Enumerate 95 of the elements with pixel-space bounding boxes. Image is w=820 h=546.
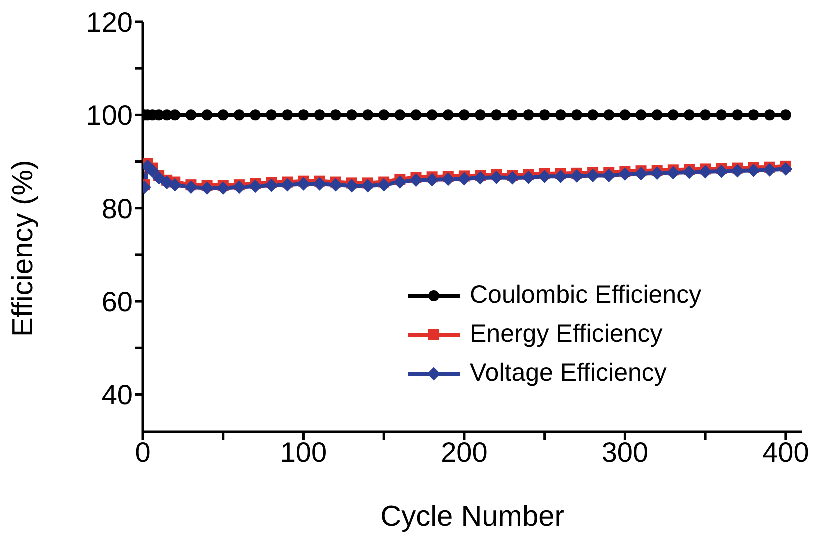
point [216,182,230,195]
point [362,110,374,121]
point [780,110,792,121]
point [184,180,198,194]
point [475,110,486,121]
y-tick-label: 60 [102,286,133,318]
y-tick-label: 40 [102,380,133,411]
point [666,166,680,180]
point [394,176,407,189]
point [588,110,599,121]
point [586,169,600,182]
point [345,180,358,192]
point [329,178,342,192]
point [362,180,375,192]
point [491,110,502,121]
point [570,170,584,183]
point [668,110,679,121]
point [458,172,471,186]
point [200,182,214,195]
point [652,110,663,121]
point [232,180,246,194]
point [426,110,438,121]
point [634,167,648,180]
y-tick-label: 100 [86,100,133,132]
point [748,110,760,121]
point [684,110,695,121]
point [282,110,294,121]
point [555,110,566,121]
point [779,162,792,176]
point [410,110,422,121]
point [506,172,520,185]
point [410,174,423,187]
point [539,110,550,121]
x-tick-label: 300 [602,436,649,468]
legend-label: Coulombic Efficiency [470,280,702,311]
point [571,110,582,121]
point [636,110,647,121]
x-axis-title: Cycle Number [380,501,565,533]
point [699,166,712,179]
point [618,168,632,181]
point [442,172,455,186]
point [346,110,358,121]
point [281,178,294,192]
point [297,178,310,191]
point [490,171,504,184]
point [747,164,760,178]
point [620,110,631,121]
point [170,110,181,121]
point [250,110,262,121]
point [458,110,470,121]
point [152,172,166,185]
point [731,164,744,178]
x-tick-label: 100 [280,436,328,468]
point [715,165,728,178]
point [313,178,326,191]
point [732,110,744,121]
point [218,110,229,121]
point [202,110,213,121]
point [442,110,454,121]
y-tick-label: 80 [102,193,133,224]
point [474,172,488,185]
point [507,110,518,121]
point [604,110,615,121]
point [234,110,245,121]
point [700,110,712,121]
point [650,166,664,180]
point [682,166,696,179]
point [554,170,568,184]
point [522,171,536,184]
x-tick-label: 200 [441,436,488,468]
x-tick-label: 0 [135,436,151,468]
point [538,170,552,184]
point [330,110,342,121]
point [298,110,310,121]
y-tick-label: 120 [86,6,133,38]
point [394,110,406,121]
point [763,164,776,177]
point [764,110,776,121]
point [314,110,326,121]
point [266,110,278,121]
legend-label: Energy Efficiency [470,319,663,350]
x-tick-label: 400 [762,436,810,468]
point [186,110,197,121]
point [716,110,728,121]
point [146,164,160,178]
y-axis-title: Efficiency (%) [7,160,40,337]
point [249,180,262,193]
point [378,110,390,121]
point [426,173,439,186]
point [523,110,534,121]
point [265,179,278,192]
point [168,178,182,192]
point [602,169,616,182]
legend-label: Voltage Efficiency [470,358,667,389]
point [378,178,391,192]
